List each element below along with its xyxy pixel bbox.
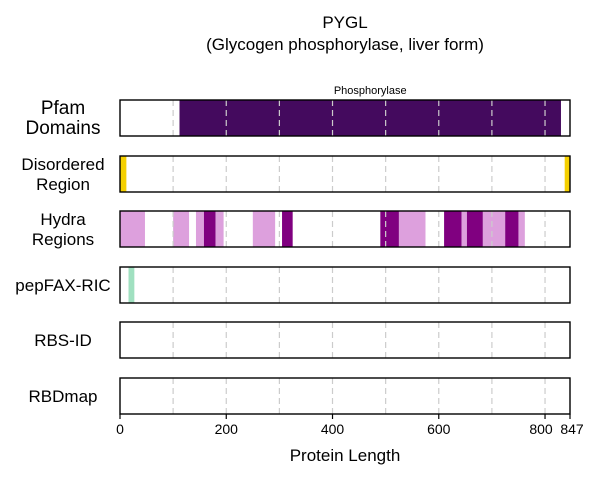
segment-hydra-regions-12 <box>482 211 506 247</box>
segment-hydra-regions-2 <box>195 211 204 247</box>
segment-hydra-regions-11 <box>466 211 483 247</box>
track-pepfax-ric: pepFAX-RIC <box>15 266 571 304</box>
x-tick-label: 0 <box>116 421 124 437</box>
x-tick-label: 200 <box>215 421 239 437</box>
segment-pepfax-ric-0 <box>128 267 135 303</box>
segment-hydra-regions-4 <box>215 211 224 247</box>
segment-hydra-regions-9 <box>444 211 462 247</box>
row-label: RBDmap <box>29 387 98 406</box>
segment-hydra-regions-3 <box>203 211 216 247</box>
track-frame <box>119 377 571 415</box>
row-label: Pfam Domains <box>26 98 101 139</box>
x-axis: 0 200 400 600 800 847 <box>116 414 584 437</box>
chart-title: PYGL <box>322 13 367 32</box>
track-frame <box>119 321 571 359</box>
x-axis-label: Protein Length <box>290 446 401 465</box>
track-rbdmap: RBDmap <box>29 377 571 415</box>
segment-disordered-region-0 <box>120 156 127 192</box>
track-hydra-regions: Hydra Regions <box>32 210 571 249</box>
track-frame <box>119 210 571 248</box>
tracks-group: Phosphorylase Pfam Domains Disordered Region… <box>15 85 571 415</box>
row-label: Hydra Regions <box>32 210 94 249</box>
segment-hydra-regions-7 <box>380 211 399 247</box>
track-background <box>120 156 570 192</box>
segment-hydra-regions-1 <box>173 211 190 247</box>
track-pfam-domains: Phosphorylase Pfam Domains <box>26 85 571 139</box>
track-background <box>120 378 570 414</box>
segment-hydra-regions-8 <box>398 211 426 247</box>
track-background <box>120 322 570 358</box>
track-background <box>120 267 570 303</box>
row-label: Disordered Region <box>21 155 104 194</box>
segment-hydra-regions-6 <box>282 211 293 247</box>
segment-hydra-regions-10 <box>461 211 467 247</box>
segment-annotation: Phosphorylase <box>334 85 407 97</box>
x-tick-label: 600 <box>427 421 451 437</box>
segment-hydra-regions-14 <box>518 211 525 247</box>
segment-pfam-domains-0 <box>179 100 561 136</box>
row-label: RBS-ID <box>34 331 92 350</box>
track-disordered-region: Disordered Region <box>21 155 571 194</box>
x-tick-label: 400 <box>321 421 345 437</box>
track-frame <box>119 99 571 137</box>
row-label: pepFAX-RIC <box>15 276 110 295</box>
segment-hydra-regions-0 <box>120 211 145 247</box>
chart-subtitle: (Glycogen phosphorylase, liver form) <box>206 35 484 54</box>
x-tick-label: 847 <box>560 421 584 437</box>
segment-hydra-regions-5 <box>252 211 276 247</box>
track-frame <box>119 266 571 304</box>
x-tick-label: 800 <box>529 421 553 437</box>
track-rbs-id: RBS-ID <box>34 321 571 359</box>
track-frame <box>119 155 571 193</box>
segment-hydra-regions-13 <box>505 211 519 247</box>
segment-disordered-region-1 <box>564 156 570 192</box>
